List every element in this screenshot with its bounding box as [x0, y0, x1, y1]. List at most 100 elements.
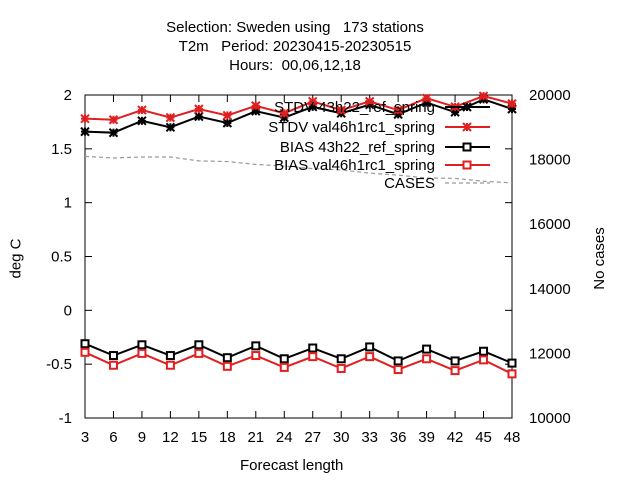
data-point-series-3 — [194, 340, 204, 350]
data-point-series-2 — [279, 108, 289, 119]
data-point-series-2 — [336, 105, 346, 115]
legend-label-series-5: CASES — [384, 175, 435, 192]
x-tick-label: 18 — [219, 429, 236, 446]
x-tick-label: 33 — [361, 429, 378, 446]
data-point-series-1 — [194, 111, 204, 122]
legend-label-series-3: BIAS 43h22_ref_spring — [279, 139, 435, 156]
x-axis-label: Forecast length — [240, 457, 344, 474]
chart-title-line-1: Selection: Sweden using 173 stations — [166, 19, 424, 36]
chart-title-line-3: Hours: 00,06,12,18 — [229, 57, 361, 74]
data-point-series-4 — [393, 365, 403, 375]
y2-tick-label: 12000 — [529, 345, 571, 362]
x-tick-label: 48 — [504, 429, 521, 446]
data-point-series-4 — [80, 347, 90, 357]
legend-marker-series-4 — [462, 160, 472, 170]
data-point-series-4 — [279, 362, 289, 372]
x-tick-label: 15 — [191, 429, 208, 446]
data-point-series-4 — [308, 352, 318, 362]
data-point-series-1 — [165, 122, 176, 133]
x-tick-label: 24 — [276, 429, 293, 446]
data-point-series-3 — [251, 341, 261, 351]
data-point-series-2 — [393, 105, 403, 115]
data-point-series-3 — [450, 356, 460, 366]
legend-marker-series-1 — [462, 102, 472, 112]
y-tick-label: -1 — [59, 410, 72, 427]
data-point-series-3 — [365, 342, 375, 352]
x-tick-label: 30 — [333, 429, 350, 446]
series-line-4 — [84, 351, 513, 375]
y-axis-label: deg C — [7, 238, 25, 279]
y-tick-label: 2 — [64, 87, 72, 104]
data-point-series-3 — [393, 356, 403, 366]
data-point-series-2 — [421, 93, 432, 103]
series-line-1 — [84, 98, 513, 134]
data-point-series-4 — [365, 352, 375, 362]
x-tick-label: 27 — [304, 429, 321, 446]
data-point-series-3 — [422, 344, 432, 354]
data-point-series-2 — [108, 115, 119, 125]
y2-tick-label: 14000 — [529, 281, 571, 298]
data-point-series-2 — [194, 104, 204, 114]
y2-axis-label: No cases — [590, 227, 608, 290]
data-point-series-3 — [279, 354, 289, 364]
data-point-series-4 — [507, 369, 517, 379]
x-tick-label: 9 — [138, 429, 146, 446]
data-point-series-2 — [251, 101, 261, 111]
data-point-series-3 — [479, 346, 489, 356]
y-tick-label: 0 — [64, 302, 72, 319]
data-point-series-4 — [137, 348, 147, 358]
data-point-series-2 — [165, 112, 176, 123]
data-point-series-4 — [422, 354, 432, 364]
x-tick-label: 12 — [162, 429, 179, 446]
x-tick-label: 6 — [109, 429, 117, 446]
y2-tick-label: 16000 — [529, 216, 571, 233]
y2-tick-label: 18000 — [529, 152, 571, 169]
x-tick-label: 21 — [247, 429, 264, 446]
data-point-series-4 — [222, 361, 232, 371]
y2-tick-label: 20000 — [529, 87, 571, 104]
y-tick-label: 0.5 — [51, 249, 72, 266]
x-tick-label: 36 — [390, 429, 407, 446]
data-point-series-3 — [108, 351, 118, 361]
data-point-series-1 — [80, 126, 90, 137]
data-point-series-3 — [137, 340, 147, 350]
data-point-series-3 — [222, 353, 232, 363]
data-point-series-4 — [165, 360, 175, 370]
data-point-series-4 — [251, 351, 261, 361]
data-point-series-1 — [137, 116, 147, 126]
y-tick-label: -0.5 — [46, 356, 72, 373]
x-tick-label: 3 — [81, 429, 89, 446]
data-point-series-2 — [308, 96, 318, 107]
data-point-series-2 — [222, 110, 233, 121]
data-point-series-4 — [479, 355, 489, 365]
data-point-series-2 — [364, 96, 375, 107]
legend-label-series-2: STDV val46h1rc1_spring — [268, 119, 435, 136]
x-tick-label: 42 — [447, 429, 464, 446]
data-point-series-4 — [108, 360, 118, 370]
y2-tick-label: 10000 — [529, 410, 571, 427]
data-point-series-4 — [450, 366, 460, 376]
data-point-series-3 — [308, 343, 318, 353]
data-point-series-4 — [194, 348, 204, 358]
y-tick-label: 1 — [64, 195, 72, 212]
x-tick-label: 45 — [475, 429, 492, 446]
data-point-series-2 — [137, 105, 147, 115]
y-tick-label: 1.5 — [51, 141, 72, 158]
series-line-2 — [84, 95, 513, 121]
data-point-series-2 — [80, 113, 90, 124]
data-point-series-1 — [108, 127, 119, 138]
legend-label-series-1: STDV 43h22_ref_spring — [274, 99, 435, 116]
x-tick-label: 39 — [418, 429, 435, 446]
chart-title-line-2: T2m Period: 20230415-20230515 — [178, 38, 412, 55]
series-line-3 — [84, 342, 513, 365]
data-point-series-2 — [507, 98, 517, 109]
series-line-5 — [84, 155, 513, 184]
data-point-series-3 — [507, 358, 517, 368]
data-point-series-3 — [80, 339, 90, 349]
data-point-series-3 — [336, 354, 346, 364]
data-point-series-1 — [222, 118, 233, 128]
legend-marker-series-3 — [462, 142, 472, 152]
data-point-series-2 — [478, 91, 489, 101]
legend-marker-series-2 — [462, 122, 472, 132]
